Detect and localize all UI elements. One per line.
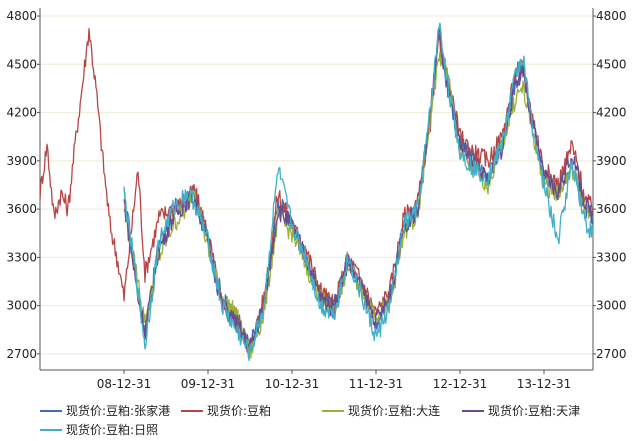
axes: 2700 2700 3000 3000 3300 3300 3600 3600 3900 3900… — [6, 8, 627, 371]
x-tick-label: 08-12-31 — [97, 377, 151, 391]
y-tick-label-right: 3600 — [596, 202, 627, 216]
legend: 现货价:豆粕:张家港 现货价:豆粕 现货价:豆粕:大连 现货价:豆粕:天津现货价:豆粕… — [40, 403, 580, 437]
legend-label: 现货价:豆粕 — [207, 403, 271, 418]
y-tick-label-right: 4500 — [596, 57, 627, 71]
y-tick-label-left: 4200 — [6, 106, 37, 120]
legend-label: 现货价:豆粕:天津 — [488, 403, 580, 418]
y-tick-label-left: 3300 — [6, 250, 37, 264]
x-tick-label: 13-12-31 — [517, 377, 571, 391]
series-lines — [39, 22, 594, 362]
y-tick-label-left: 3900 — [6, 154, 37, 168]
y-tick-label-right: 3300 — [596, 250, 627, 264]
y-tick-label-right: 4200 — [596, 106, 627, 120]
x-tick-label: 11-12-31 — [349, 377, 403, 391]
y-tick-label-left: 3600 — [6, 202, 37, 216]
y-tick-label-right: 3000 — [596, 299, 627, 313]
y-tick-label-right: 2700 — [596, 347, 627, 361]
y-tick-label-right: 3900 — [596, 154, 627, 168]
y-tick-label-left: 3000 — [6, 299, 37, 313]
plot-area — [40, 8, 593, 370]
legend-label: 现货价:豆粕:大连 — [348, 403, 440, 418]
y-tick-label-left: 2700 — [6, 347, 37, 361]
x-tick-labels: 08-12-31 09-12-31 10-12-31 11-12-31 12-12-31… — [97, 370, 571, 391]
y-tick-label-right: 4800 — [596, 9, 627, 23]
x-tick-label: 10-12-31 — [265, 377, 319, 391]
x-tick-label: 09-12-31 — [181, 377, 235, 391]
y-tick-label-left: 4500 — [6, 57, 37, 71]
legend-label: 现货价:豆粕:张家港 — [66, 403, 170, 418]
x-tick-label: 12-12-31 — [433, 377, 487, 391]
legend-label: 现货价:豆粕:日照 — [66, 422, 158, 437]
y-tick-label-left: 4800 — [6, 9, 37, 23]
series-line-5 — [123, 22, 594, 362]
